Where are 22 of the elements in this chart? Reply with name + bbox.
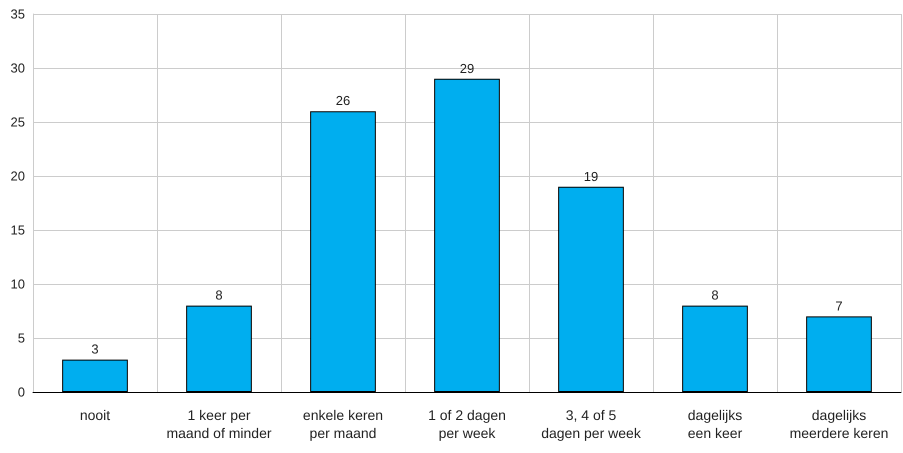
x-tick-label: dagelijks meerdere keren <box>790 407 888 441</box>
data-label: 26 <box>336 93 350 108</box>
data-label: 8 <box>215 288 223 303</box>
data-label: 7 <box>835 298 843 314</box>
y-tick-label: 30 <box>10 60 25 76</box>
y-tick-label: 20 <box>10 168 25 184</box>
data-label: 19 <box>584 168 598 184</box>
data-label: 29 <box>460 60 474 76</box>
x-tick-label: dagelijks een keer <box>688 407 743 441</box>
x-tick-label: 1 of 2 dagen per week <box>428 407 506 441</box>
data-label: 3 <box>91 342 99 357</box>
x-tick-label: nooit <box>80 407 110 423</box>
data-label: 8 <box>711 288 719 303</box>
y-tick-label: 15 <box>10 222 25 238</box>
y-tick-label: 10 <box>10 276 25 292</box>
y-tick-label: 5 <box>18 330 25 346</box>
y-tick-label: 25 <box>10 114 25 130</box>
y-tick-label: 35 <box>10 6 25 22</box>
x-tick-label: enkele keren per maand <box>302 407 384 441</box>
y-tick-label: 0 <box>18 384 25 400</box>
x-tick-label: 3, 4 of 5 dagen per week <box>541 407 642 441</box>
x-tick-label: 1 keer per maand of minder <box>166 407 272 441</box>
